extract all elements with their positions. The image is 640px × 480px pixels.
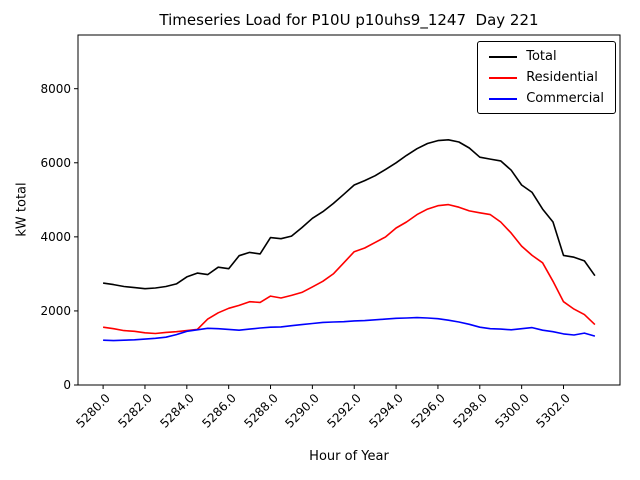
series-line-total	[102, 139, 596, 290]
legend-line-sample	[489, 97, 518, 100]
y-tick-label: 6000	[40, 155, 71, 170]
legend-item-total: Total	[489, 49, 604, 64]
legend: Total Residential Commercial	[477, 41, 616, 114]
y-tick-label: 8000	[40, 81, 71, 96]
y-tick-label: 4000	[40, 229, 71, 244]
series-line-commercial	[103, 316, 596, 342]
legend-label: Residential	[526, 70, 598, 85]
legend-line-sample	[489, 76, 518, 79]
legend-item-commercial: Commercial	[489, 91, 604, 106]
legend-label: Total	[526, 49, 557, 64]
x-axis-label: Hour of Year	[309, 449, 389, 464]
y-tick-label: 2000	[40, 303, 71, 318]
plot-border	[77, 34, 621, 386]
chart-title: Timeseries Load for P10U p10uhs9_1247 Da…	[159, 11, 539, 29]
legend-label: Commercial	[526, 91, 604, 106]
y-axis-label: kW total	[14, 182, 30, 237]
series-line-residential	[102, 203, 596, 335]
legend-line-sample	[489, 55, 518, 58]
y-tick-label: 0	[63, 378, 71, 392]
legend-item-residential: Residential	[489, 70, 604, 85]
